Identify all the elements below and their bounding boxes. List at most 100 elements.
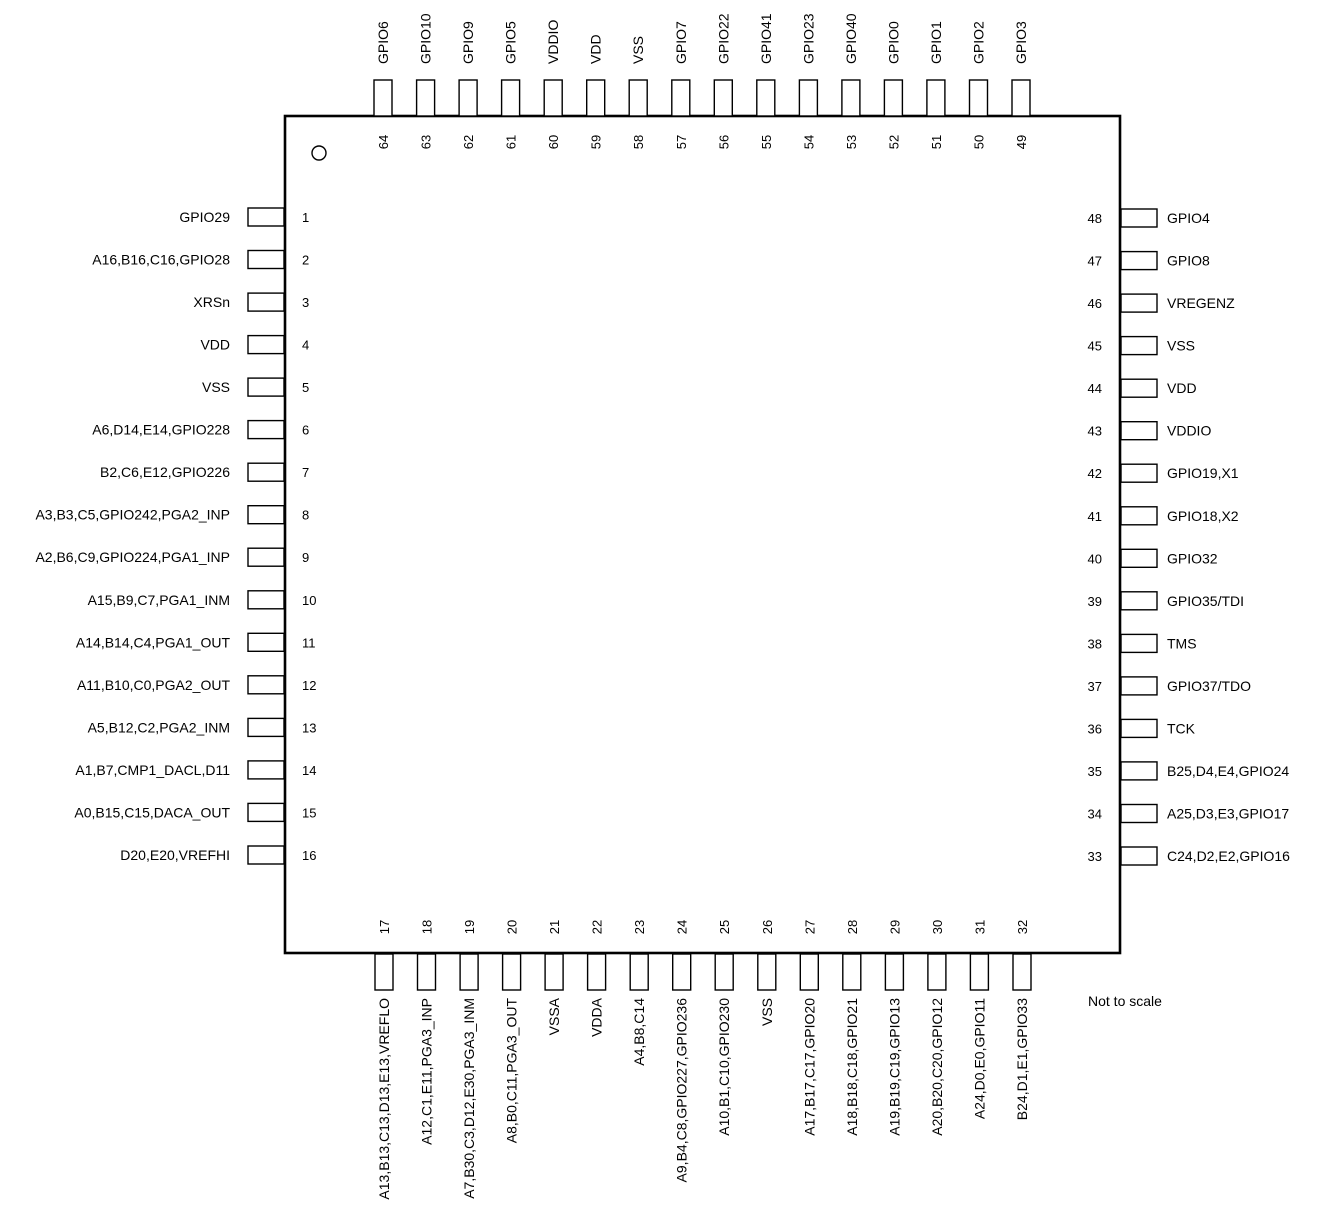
pin-57-signal: GPIO7 (673, 21, 689, 64)
pin-11-lead (247, 632, 285, 652)
pin-27-lead (799, 953, 819, 991)
pin-57-lead (671, 79, 691, 117)
pin-15-signal: A0,B15,C15,DACA_OUT (74, 804, 230, 820)
pin-47-signal: GPIO8 (1167, 253, 1210, 269)
pin-51-number: 51 (929, 135, 944, 149)
pin-6-signal: A6,D14,E14,GPIO228 (92, 422, 230, 438)
pin-58-lead (628, 79, 648, 117)
pin-29-lead (884, 953, 905, 991)
pin-29-number: 29 (887, 920, 902, 934)
pin-47-lead (1120, 250, 1158, 271)
not-to-scale-note: Not to scale (1088, 993, 1162, 1009)
pin-3-number: 3 (302, 295, 309, 310)
pin-43-number: 43 (1088, 424, 1102, 439)
pin-63-lead (415, 79, 436, 117)
pin-18-number: 18 (420, 920, 435, 934)
pin-41-signal: GPIO18,X2 (1167, 508, 1239, 524)
pin-59-lead (586, 79, 606, 117)
pin-34-lead (1120, 803, 1158, 824)
pin-31-signal: A24,D0,E0,GPIO11 (971, 998, 987, 1119)
pin1-indicator-dot (311, 145, 327, 161)
pin-21-lead (544, 953, 564, 991)
pin-18-lead (416, 953, 437, 991)
pin-60-number: 60 (546, 135, 561, 149)
pin-32-signal: B24,D1,E1,GPIO33 (1014, 998, 1030, 1120)
pin-62-number: 62 (461, 135, 476, 149)
pin-3-signal: XRSn (193, 294, 230, 310)
pin-46-number: 46 (1088, 296, 1102, 311)
pin-52-number: 52 (886, 135, 901, 149)
pin-33-lead (1120, 846, 1158, 866)
pin-38-number: 38 (1088, 636, 1102, 651)
pin-11-signal: A14,B14,C4,PGA1_OUT (76, 634, 231, 650)
pin-46-signal: VREGENZ (1167, 295, 1235, 311)
pin-28-lead (842, 953, 862, 991)
pin-45-lead (1120, 335, 1158, 356)
pin-1-lead (247, 207, 285, 227)
pin-43-signal: VDDIO (1167, 423, 1211, 439)
pin-1-number: 1 (302, 210, 309, 225)
pin-50-lead (968, 79, 989, 117)
pin-10-number: 10 (302, 593, 316, 608)
pin-18-signal: A12,C1,E11,PGA3_INP (419, 998, 435, 1145)
pin-33-number: 33 (1088, 849, 1102, 864)
pin-24-signal: A9,B4,C8,GPIO227,GPIO236 (674, 998, 690, 1183)
pin-14-signal: A1,B7,CMP1_DACL,D11 (75, 762, 230, 778)
pin-39-signal: GPIO35/TDI (1167, 593, 1244, 609)
pin-37-signal: GPIO37/TDO (1167, 678, 1251, 694)
pin-1-signal: GPIO29 (179, 209, 230, 225)
pin-7-lead (247, 462, 285, 482)
pin-61-signal: GPIO5 (503, 21, 519, 64)
pin-56-signal: GPIO22 (715, 13, 731, 64)
pin-33-signal: C24,D2,E2,GPIO16 (1167, 848, 1290, 864)
pin-58-signal: VSS (630, 36, 646, 64)
pin-56-number: 56 (716, 135, 731, 149)
pin-30-signal: A20,B20,C20,GPIO12 (929, 998, 945, 1136)
pin-29-signal: A19,B19,C19,GPIO13 (886, 998, 902, 1136)
pin-38-lead (1120, 633, 1158, 654)
pin-59-number: 59 (589, 135, 604, 149)
pin-7-signal: B2,C6,E12,GPIO226 (100, 464, 230, 480)
pin-54-number: 54 (801, 135, 816, 149)
pin-53-signal: GPIO40 (843, 13, 859, 64)
pin-9-lead (247, 547, 285, 567)
pin-39-number: 39 (1088, 594, 1102, 609)
pin-2-lead (247, 249, 285, 270)
pin-40-lead (1120, 548, 1158, 568)
chip-package-outline (283, 114, 1122, 955)
pin-31-lead (969, 953, 990, 991)
pin-42-signal: GPIO19,X1 (1167, 465, 1239, 481)
pin-47-number: 47 (1088, 254, 1102, 269)
pin-21-signal: VSSA (546, 997, 562, 1035)
pin-8-signal: A3,B3,C5,GPIO242,PGA2_INP (35, 507, 230, 523)
pin-63-signal: GPIO10 (418, 13, 434, 64)
pin-5-number: 5 (302, 380, 309, 395)
pin-15-number: 15 (302, 805, 316, 820)
pin-49-signal: GPIO3 (1013, 21, 1029, 64)
pin-35-signal: B25,D4,E4,GPIO24 (1167, 763, 1289, 779)
pin-62-lead (458, 79, 478, 117)
pin-20-signal: A8,B0,C11,PGA3_OUT (504, 998, 520, 1144)
pin-25-signal: A10,B1,C10,GPIO230 (716, 998, 732, 1136)
pin-3-lead (247, 292, 285, 312)
pin-54-signal: GPIO23 (800, 13, 816, 64)
pin-8-number: 8 (302, 508, 309, 523)
pin-21-number: 21 (547, 920, 562, 934)
pin-14-number: 14 (302, 763, 316, 778)
pin-37-lead (1120, 676, 1158, 696)
pin-27-number: 27 (802, 920, 817, 934)
pin-36-lead (1120, 718, 1158, 739)
pin-32-lead (1012, 953, 1032, 991)
pin-12-number: 12 (302, 678, 316, 693)
pin-34-number: 34 (1088, 807, 1102, 822)
pin-52-signal: GPIO0 (885, 21, 901, 64)
pin-49-number: 49 (1014, 135, 1029, 149)
pin-59-signal: VDD (588, 34, 604, 64)
pin-10-lead (247, 590, 285, 610)
pin-44-signal: VDD (1167, 380, 1197, 396)
pin-46-lead (1120, 293, 1158, 313)
pin-22-number: 22 (590, 920, 605, 934)
pin-25-lead (714, 953, 734, 991)
